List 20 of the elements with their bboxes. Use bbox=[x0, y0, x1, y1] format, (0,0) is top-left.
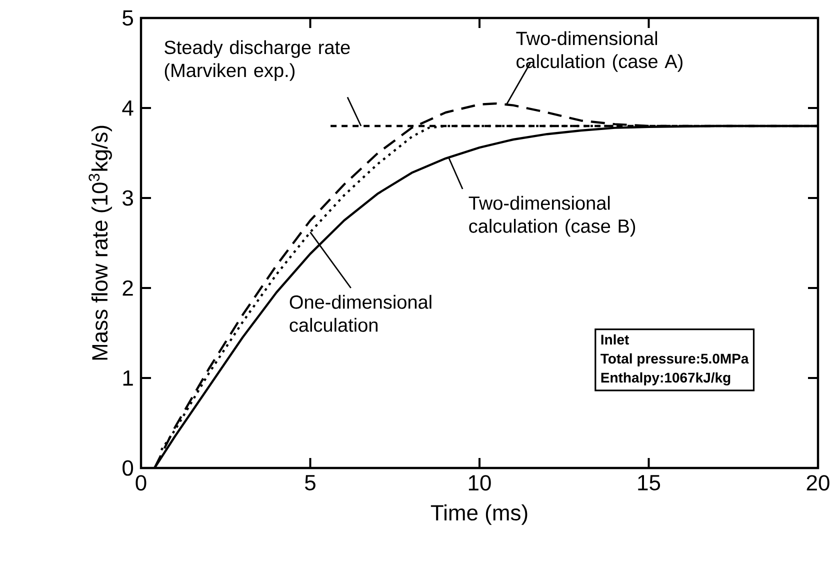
annotation: Two-dimensional calculation (case A) bbox=[516, 31, 682, 72]
x-tick-label: 5 bbox=[305, 475, 316, 490]
y-tick-label: 4 bbox=[122, 100, 134, 116]
x-axis-title: Time (ms) bbox=[430, 504, 528, 525]
y-tick-label: 1 bbox=[123, 370, 133, 386]
annotation: Inlet bbox=[601, 334, 629, 345]
annotation: One-dimensional calculation bbox=[290, 294, 432, 332]
y-tick-label: 3 bbox=[122, 190, 133, 206]
y-tick-label: 5 bbox=[122, 10, 133, 26]
y-axis-title: Mass flow rate (10$^{3}$kg/s) bbox=[88, 126, 112, 360]
x-tick-label: 15 bbox=[638, 475, 660, 490]
x-tick-label: 0 bbox=[136, 475, 146, 491]
x-tick-label: 10 bbox=[468, 475, 491, 491]
annotation: Total pressure:5.0MPa bbox=[600, 353, 749, 366]
annotation: Enthalpy:1067kJ/kg bbox=[601, 372, 730, 386]
y-tick-label: 2 bbox=[122, 280, 133, 296]
y-tick-label: 0 bbox=[122, 460, 134, 476]
annotation: Two-dimensional calculation (case B) bbox=[468, 196, 636, 237]
x-tick-label: 20 bbox=[806, 475, 830, 491]
annotation: Steady discharge rate (Marviken exp.) bbox=[164, 40, 350, 81]
